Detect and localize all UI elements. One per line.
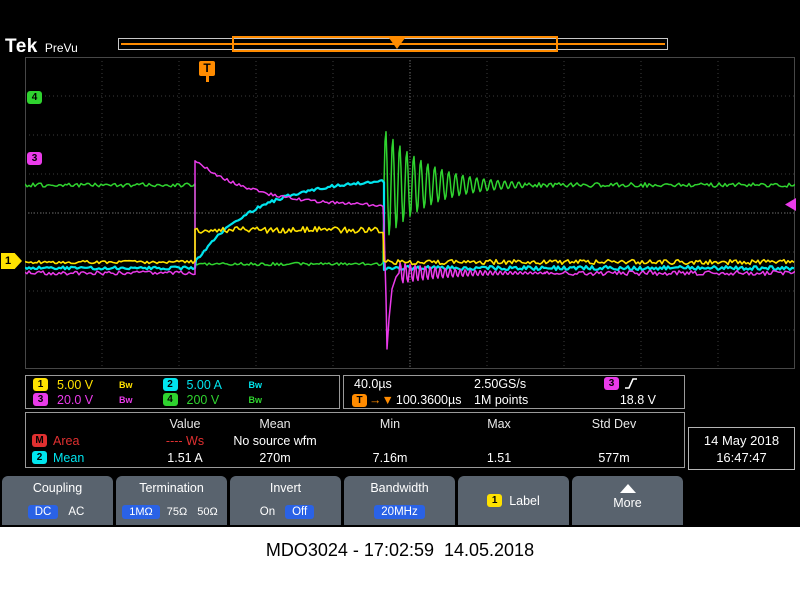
- softkey-menu: Coupling DC AC Termination 1MΩ 75Ω 50Ω I…: [0, 474, 800, 527]
- ch1-scale: 5.00 V: [57, 377, 94, 392]
- ch1-badge[interactable]: 1: [33, 378, 48, 391]
- math-badge: M: [32, 434, 47, 447]
- measurement-table: Value Mean Min Max Std Dev M Area ---- W…: [25, 412, 685, 468]
- ch1-bandwidth-indicator: Bw: [119, 379, 133, 390]
- brand: Tek PreVu: [5, 36, 78, 58]
- measurement-header-min: Min: [379, 416, 401, 431]
- invert-on-option[interactable]: On: [259, 506, 276, 518]
- label-channel-badge: 1: [487, 494, 503, 507]
- coupling-dc-option[interactable]: DC: [27, 505, 59, 519]
- display-window-bracket: [232, 36, 558, 52]
- horizontal-trigger-readouts[interactable]: 40.0µs 2.50GS/s 3 T →▼ 100.3600µs 1M poi…: [343, 375, 685, 409]
- trigger-position-group: T →▼ 100.3600µs: [352, 393, 461, 407]
- more-arrow-icon: [619, 484, 636, 493]
- menu-termination[interactable]: Termination 1MΩ 75Ω 50Ω: [116, 476, 227, 525]
- ch3-bandwidth-indicator: Bw: [119, 394, 133, 405]
- sample-rate: 2.50GS/s: [474, 377, 527, 391]
- window-caption: MDO3024 - 17:02:59 14.05.2018: [0, 527, 800, 600]
- measurement-row-area-label: M Area: [26, 434, 144, 448]
- record-length: 1M points: [474, 393, 529, 407]
- scope-screen: Tek PreVu T 4 3 1 1 5.00 V Bw 2 5.00 A B…: [0, 0, 800, 527]
- ch3-badge[interactable]: 3: [33, 393, 48, 406]
- invert-title: Invert: [269, 481, 302, 495]
- channel-readout-row-1: 1 5.00 V Bw 2 5.00 A Bw: [26, 377, 339, 392]
- bandwidth-title: Bandwidth: [370, 481, 429, 495]
- termination-75ohm-option[interactable]: 75Ω: [166, 506, 188, 518]
- ch1-ground-marker[interactable]: 1: [1, 253, 22, 269]
- measurement-header-max: Max: [487, 416, 511, 431]
- time-text: 16:47:47: [716, 450, 767, 465]
- ch2-bandwidth-indicator: Bw: [248, 379, 263, 390]
- trigger-level-value: 18.8 V: [619, 393, 656, 407]
- ch4-badge[interactable]: 4: [162, 393, 178, 406]
- channel-readouts[interactable]: 1 5.00 V Bw 2 5.00 A Bw 3 20.0 V Bw 4 20…: [25, 375, 340, 409]
- invert-off-option[interactable]: Off: [285, 505, 315, 519]
- measurement-header-value: Value: [169, 416, 201, 431]
- coupling-title: Coupling: [32, 481, 83, 495]
- measurement-header-mean: Mean: [259, 416, 291, 431]
- ch4-reference-badge[interactable]: 4: [27, 91, 42, 104]
- trigger-position-value: 100.3600µs: [395, 393, 462, 407]
- ch2-scale: 5.00 A: [186, 377, 222, 392]
- menu-coupling[interactable]: Coupling DC AC: [2, 476, 113, 525]
- termination-50ohm-option[interactable]: 50Ω: [197, 506, 218, 518]
- termination-1mohm-option[interactable]: 1MΩ: [122, 505, 160, 519]
- trigger-t-badge: T: [352, 393, 367, 407]
- mean-mean: 270m: [259, 450, 291, 465]
- waveform-plot: [25, 57, 795, 369]
- label-title: Label: [509, 493, 540, 508]
- menu-invert[interactable]: Invert On Off: [230, 476, 341, 525]
- datetime-display: 14 May 2018 16:47:47: [688, 427, 795, 470]
- tek-logo: Tek: [5, 36, 38, 57]
- trigger-position-arrow-glyph: →▼: [369, 393, 394, 407]
- bandwidth-20mhz-option[interactable]: 20MHz: [374, 505, 425, 519]
- more-title: More: [613, 496, 642, 510]
- area-label: Area: [53, 433, 80, 448]
- measurement-header-std: Std Dev: [591, 416, 637, 431]
- measurement-row-mean-label: 2 Mean: [26, 451, 144, 465]
- mean-max: 1.51: [486, 450, 512, 465]
- trigger-level-marker[interactable]: [785, 198, 796, 211]
- ch3-scale: 20.0 V: [57, 392, 94, 407]
- ch4-bandwidth-indicator: Bw: [248, 394, 263, 405]
- trigger-position-arrow-icon: [389, 38, 405, 49]
- ch2-badge[interactable]: 2: [162, 378, 178, 391]
- trigger-source-badge: 3: [604, 377, 619, 390]
- termination-title: Termination: [139, 481, 204, 495]
- mean-std: 577m: [598, 450, 630, 465]
- mean-source-badge: 2: [32, 451, 47, 464]
- acquisition-mode-status: PreVu: [44, 41, 78, 55]
- area-note: No source wfm: [233, 433, 317, 448]
- menu-label[interactable]: 1 Label: [458, 476, 569, 525]
- trigger-slope-icon: [625, 378, 637, 389]
- trigger-time-flag-stem: [206, 76, 209, 82]
- coupling-ac-option[interactable]: AC: [68, 506, 85, 518]
- channel-readout-row-2: 3 20.0 V Bw 4 200 V Bw: [26, 392, 339, 407]
- ch3-reference-badge[interactable]: 3: [27, 152, 42, 165]
- area-value: ---- Ws: [165, 433, 205, 448]
- mean-min: 7.16m: [372, 450, 408, 465]
- mean-label: Mean: [53, 450, 85, 465]
- menu-bandwidth[interactable]: Bandwidth 20MHz: [344, 476, 455, 525]
- horizontal-scale: 40.0µs: [354, 377, 392, 391]
- trigger-time-flag[interactable]: T: [199, 61, 215, 76]
- date-text: 14 May 2018: [703, 433, 780, 448]
- mean-value: 1.51 A: [167, 450, 203, 465]
- ch4-scale: 200 V: [186, 392, 220, 407]
- menu-more[interactable]: More: [572, 476, 683, 525]
- trigger-source-group: 3: [604, 377, 638, 390]
